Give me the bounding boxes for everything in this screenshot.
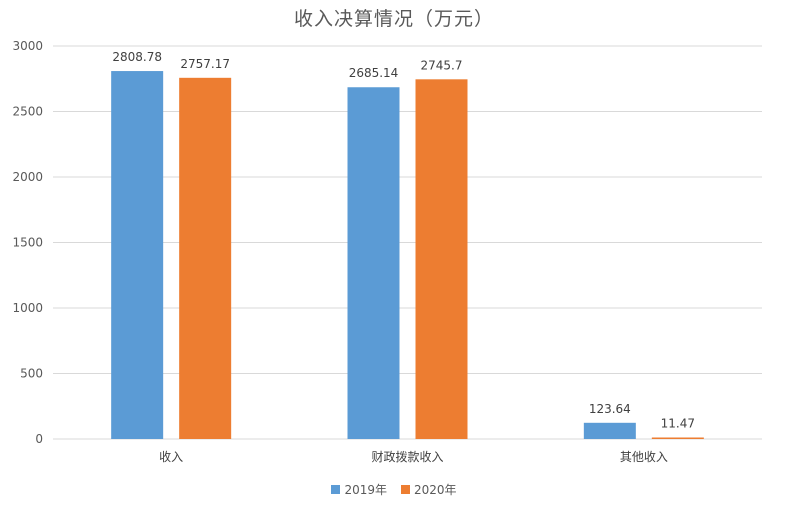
data-label: 2745.7 (421, 58, 463, 72)
data-label: 2685.14 (349, 66, 399, 80)
legend-item-2019: 2019年 (331, 481, 387, 498)
chart-title: 收入决算情况（万元） (293, 8, 494, 30)
legend-swatch-2019 (331, 485, 341, 494)
y-tick-label: 0 (35, 432, 43, 446)
bar-2019年-其他收入 (583, 422, 636, 439)
y-tick-label: 2000 (12, 170, 43, 184)
data-label: 11.47 (661, 416, 695, 430)
legend-label-2019: 2019年 (344, 483, 387, 497)
bar-2020年-财政拨款收入 (415, 79, 468, 440)
legend-label-2020: 2020年 (414, 483, 457, 497)
y-tick-label: 3000 (12, 39, 43, 53)
x-tick-label: 收入 (159, 450, 183, 464)
x-tick-label: 其他收入 (620, 450, 668, 464)
y-tick-label: 1000 (12, 301, 43, 315)
y-tick-label: 500 (20, 367, 43, 381)
bar-2019年-收入 (111, 71, 164, 440)
data-label: 2757.17 (180, 57, 230, 71)
bar-2020年-其他收入 (651, 437, 704, 439)
y-tick-label: 2500 (12, 105, 43, 119)
data-label: 2808.78 (112, 50, 162, 64)
legend-swatch-2020 (401, 485, 410, 494)
legend-item-2020: 2020年 (401, 481, 457, 498)
bar-2019年-财政拨款收入 (347, 87, 400, 440)
legend: 2019年 2020年 (0, 481, 788, 498)
x-tick-label: 财政拨款收入 (371, 450, 443, 464)
data-label: 123.64 (589, 402, 631, 416)
bar-2020年-收入 (179, 77, 232, 439)
y-tick-label: 1500 (12, 236, 43, 250)
